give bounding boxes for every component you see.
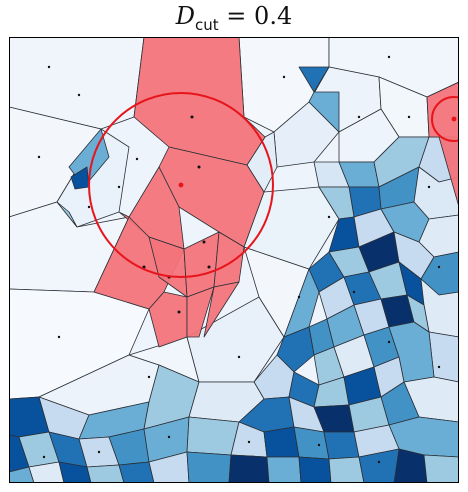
title-subscript: cut [195,15,219,34]
site-point [167,435,171,439]
selected-cell [133,37,266,166]
dense-cells-bottom [9,364,459,483]
voronoi-cell [308,91,340,133]
voronoi-cell [423,454,459,483]
site-point [437,265,441,269]
site-point [190,115,194,119]
site-point [77,93,81,97]
selected-cell [148,291,188,348]
voronoi-cell [86,464,125,483]
site-point [327,215,331,219]
site-point [237,355,241,359]
site-point [97,450,101,454]
voronoi-cell [56,201,78,228]
voronoi-cell [9,466,35,483]
voronoi-cell [228,454,270,483]
site-point [57,335,61,339]
site-point [207,265,211,269]
selected-cell [426,81,459,208]
site-point [282,75,286,79]
voronoi-cell [148,451,190,483]
dense-cells-right [253,136,459,426]
panel-frame [9,37,459,483]
site-point [387,340,391,344]
site-point [142,265,146,269]
site-point [177,310,181,314]
title-value: 0.4 [254,2,293,30]
site-point [247,440,251,444]
voronoi-cell [186,451,232,483]
site-point [37,155,41,159]
voronoi-cell [358,448,400,483]
cutoff-center-edge [451,116,457,122]
cutoff-center-main [178,182,184,188]
site-point [147,375,151,379]
voronoi-cell [298,456,332,483]
site-point [202,240,206,244]
selected-cell [203,281,240,338]
voronoi-cell [263,426,300,458]
voronoi-cell [9,37,145,130]
site-point [117,185,121,189]
title-relation: = [218,2,255,30]
voronoi-panel [9,37,459,483]
figure-title: Dcut = 0.4 [0,2,468,36]
voronoi-cell [186,296,285,383]
selected-cell [186,286,215,338]
site-point [297,295,301,299]
voronoi-cell [58,461,92,483]
voronoi-cell [328,456,365,483]
selected-cells [93,37,459,348]
site-point [427,185,431,189]
title-symbol: D [175,2,196,30]
site-point [87,205,91,209]
voronoi-cell [266,456,302,483]
site-point [135,157,139,161]
site-point [377,460,381,464]
site-point [387,55,391,59]
voronoi-cell [118,461,155,483]
site-point [352,290,356,294]
site-point [197,165,201,169]
voronoi-cell [186,416,240,456]
site-point [317,443,321,447]
cutoff-circle-main [88,92,274,278]
site-points [37,55,441,464]
voronoi-cell [298,66,330,93]
voronoi-cell [28,461,65,483]
voronoi-cell [323,431,360,460]
site-point [437,365,441,369]
site-point [42,455,46,459]
site-point [47,65,51,69]
site-point [407,115,411,119]
site-point [357,115,361,119]
voronoi-cell [276,326,315,373]
cutoff-circle-edge [431,96,459,142]
